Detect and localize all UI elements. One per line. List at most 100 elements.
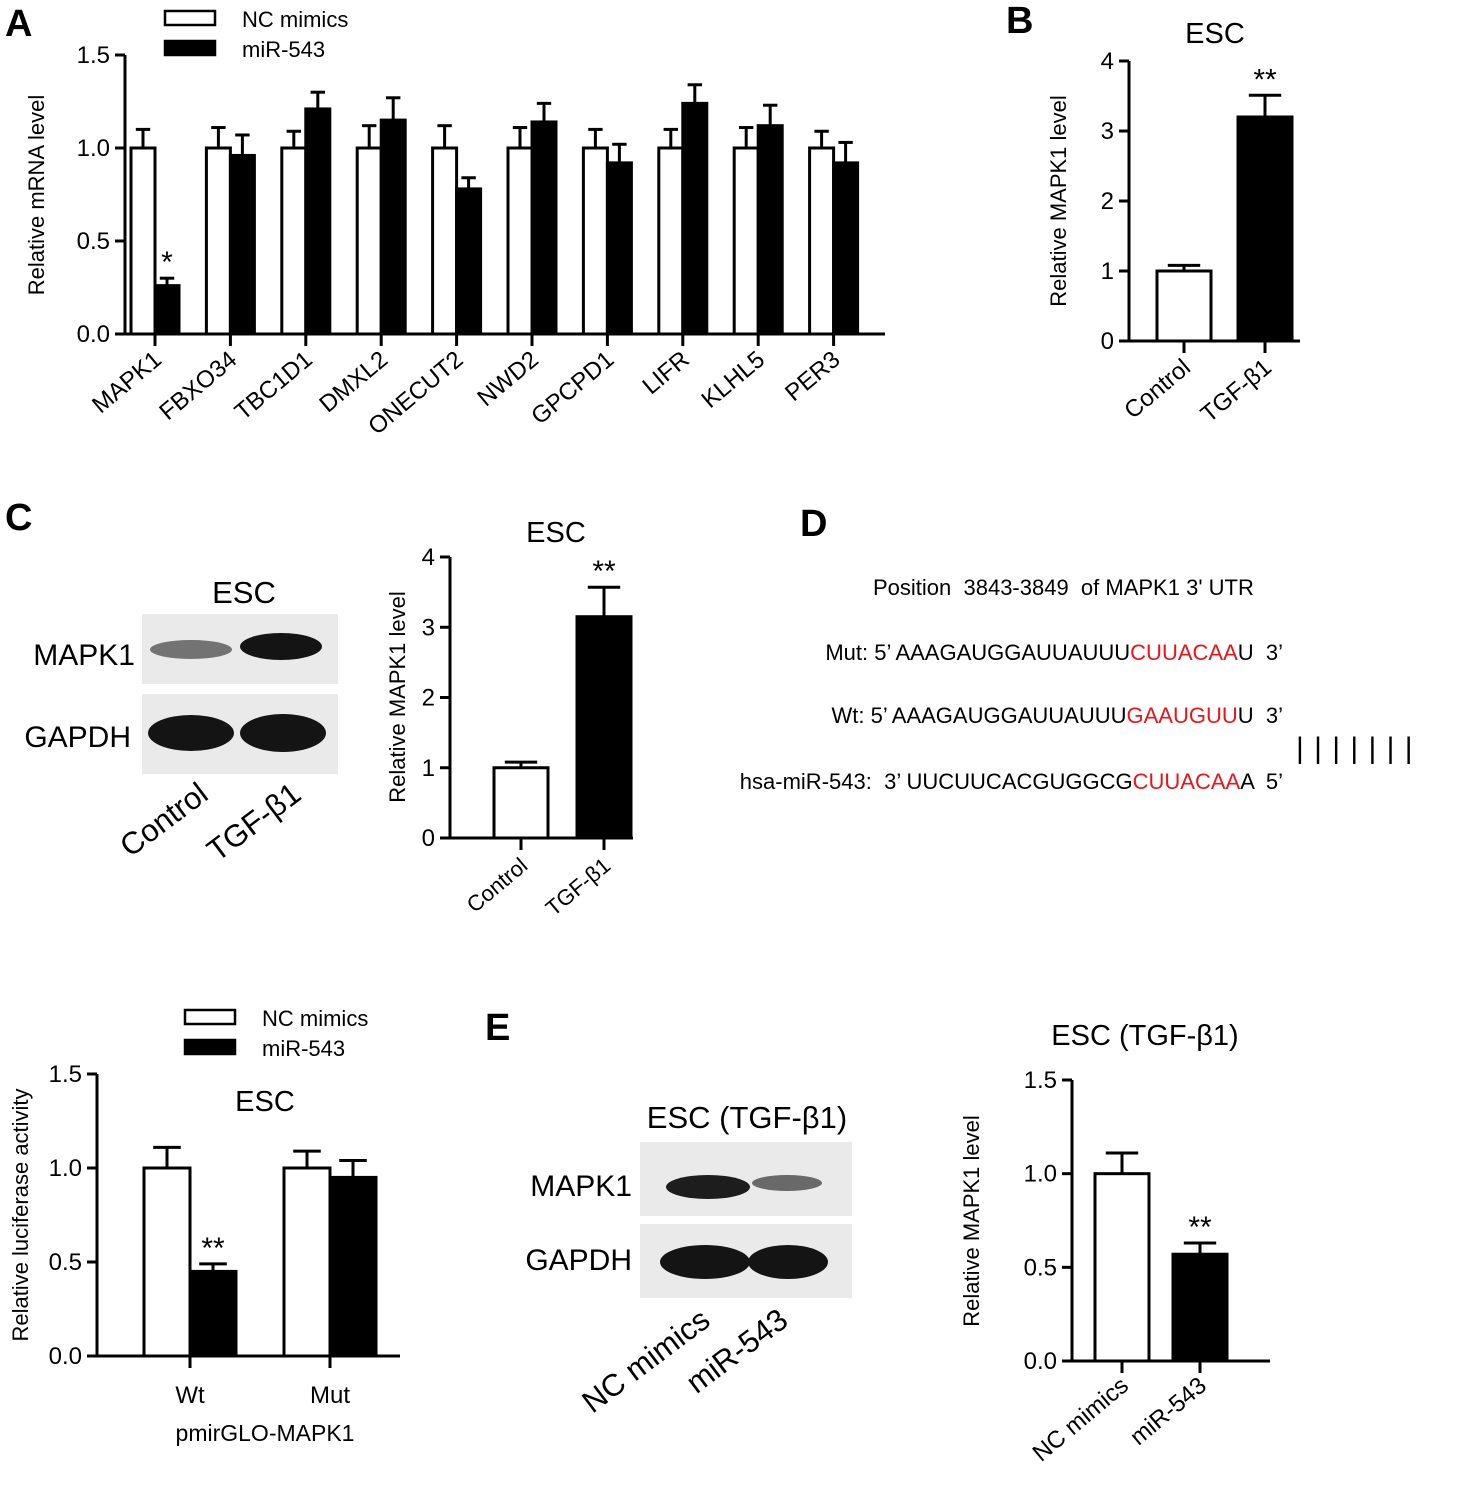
y-axis-title-c: Relative MAPK1 level — [385, 591, 410, 803]
significance-e-0: ** — [1188, 1211, 1212, 1244]
sequence-mir-row: hsa-miR-543: 3’ UUCUUCACGUGGCGCUUACAAA 5… — [740, 769, 1283, 795]
panel-letter-c: C — [5, 497, 32, 539]
blot-e-title: ESC (TGF-β1) — [647, 1100, 847, 1135]
bar-a-6 — [355, 146, 383, 336]
bar-a-5 — [304, 107, 332, 336]
bar-a-0 — [129, 146, 157, 336]
ytick-label-d-1: 0.5 — [49, 1249, 82, 1276]
y-axis-title-b: Relative MAPK1 level — [1046, 95, 1071, 307]
panel-letter-d: D — [800, 503, 827, 545]
blot-c-band-control-mapk1 — [150, 640, 232, 659]
xtick-label-a-7: LIFR — [637, 346, 694, 400]
ytick-label-e-1: 0.5 — [1024, 1254, 1057, 1281]
bar-a-1 — [153, 284, 181, 336]
bar-a-13 — [605, 161, 633, 336]
chart-title-b: ESC — [1185, 18, 1245, 50]
xtick-label-b-0: Control — [1119, 354, 1196, 424]
blot-e-row-gapdh: GAPDH — [525, 1244, 632, 1277]
ytick-label-b-3: 3 — [1101, 118, 1114, 145]
xtick-label-a-0: MAPK1 — [87, 346, 167, 419]
chart-title-e: ESC (TGF-β1) — [1051, 1020, 1238, 1052]
xtick-label-a-6: GPCPD1 — [526, 346, 619, 430]
bar-a-15 — [681, 101, 709, 336]
sequence-pairing-lines: | | | | | | | — [1296, 732, 1414, 765]
xtick-label-e-1: miR-543 — [1125, 1372, 1212, 1451]
ytick-label-c-4: 4 — [422, 544, 435, 571]
ytick-label-a-1: 0.5 — [77, 228, 110, 255]
blot-e-band-nc-mapk1 — [666, 1175, 750, 1199]
ytick-label-a-0: 0.0 — [77, 321, 110, 348]
ytick-label-b-1: 1 — [1101, 258, 1114, 285]
significance-d-0: ** — [201, 1232, 225, 1265]
xtick-label-a-1: FBXO34 — [154, 346, 242, 426]
charts-layer: 0.00.51.01.5MAPK1FBXO34TBC1D1DMXL2ONECUT… — [8, 7, 1300, 1467]
chart-title-d: ESC — [235, 1086, 295, 1118]
panel-letter-b: B — [1006, 0, 1033, 42]
bar-a-16 — [732, 146, 760, 336]
bar-b-0 — [1155, 269, 1213, 343]
ytick-label-b-2: 2 — [1101, 188, 1114, 215]
bar-a-14 — [657, 146, 685, 336]
blot-e-band-mir-gapdh — [748, 1245, 828, 1279]
legend-swatch-a-1 — [163, 39, 217, 57]
mir-suffix: A 5’ — [1240, 769, 1283, 794]
bar-a-8 — [431, 146, 459, 336]
wt-label: Wt: — [831, 703, 865, 728]
blot-e-band-mir-mapk1 — [752, 1175, 822, 1191]
xtick-label-a-2: TBC1D1 — [230, 346, 318, 426]
ytick-label-c-2: 2 — [422, 685, 435, 712]
significance-a-0: * — [161, 246, 173, 279]
blot-c-row-gapdh: GAPDH — [24, 721, 131, 754]
blot-c-row-mapk1: MAPK1 — [33, 639, 135, 672]
bar-a-11 — [530, 120, 558, 336]
legend-swatch-d-1 — [183, 1038, 237, 1056]
xtick-label-a-9: PER3 — [780, 346, 845, 407]
bar-e-0 — [1093, 1172, 1151, 1363]
legend-swatch-d-0 — [183, 1008, 237, 1026]
bar-a-12 — [581, 146, 609, 336]
ytick-label-b-0: 0 — [1101, 328, 1114, 355]
blot-c-band-tgf-gapdh — [240, 714, 326, 752]
xtick-label-e-0: NC mimics — [1028, 1372, 1134, 1467]
bar-e-1 — [1171, 1252, 1229, 1363]
xtick-label-d-0: Wt — [175, 1382, 205, 1409]
ytick-label-d-2: 1.0 — [49, 1155, 82, 1182]
sequence-mut-row: Mut: 5’ AAAGAUGGAUUAUUUCUUACAAU 3’ — [825, 640, 1283, 666]
bar-d-3 — [328, 1175, 378, 1358]
ytick-label-a-3: 1.5 — [77, 42, 110, 69]
blot-c-band-control-gapdh — [148, 715, 234, 751]
legend-label-d-0: NC mimics — [262, 1006, 368, 1031]
bar-a-7 — [379, 118, 407, 336]
bar-b-1 — [1236, 115, 1294, 343]
legend-label-a-0: NC mimics — [242, 7, 348, 32]
significance-b-0: ** — [1253, 63, 1277, 96]
mir-label: hsa-miR-543: — [739, 769, 872, 794]
bar-a-9 — [455, 187, 483, 336]
sequence-wt-row: Wt: 5’ AAAGAUGGAUUAUUUGAAUGUUU 3’ — [831, 703, 1283, 729]
bar-a-17 — [756, 124, 784, 336]
chart-title-c: ESC — [526, 517, 586, 549]
ytick-label-e-3: 1.5 — [1024, 1067, 1057, 1094]
ytick-label-b-4: 4 — [1101, 48, 1114, 75]
ytick-label-d-3: 1.5 — [49, 1061, 82, 1088]
mut-suffix: U 3’ — [1237, 640, 1283, 665]
panel-letter-e: E — [485, 1007, 510, 1049]
bar-a-18 — [808, 146, 836, 336]
legend-swatch-a-0 — [163, 9, 217, 27]
xtick-label-b-1: TGF-β1 — [1196, 354, 1277, 428]
x-axis-title-d: pmirGLO-MAPK1 — [176, 1420, 355, 1446]
xtick-label-d-1: Mut — [310, 1382, 350, 1409]
mut-seed: CUUACAA — [1130, 640, 1238, 665]
bar-d-1 — [188, 1269, 238, 1358]
legend-label-d-1: miR-543 — [262, 1036, 345, 1061]
mir-seed: CUUACAA — [1132, 769, 1241, 794]
wt-seed: GAAUGUU — [1126, 703, 1238, 728]
bar-a-2 — [204, 146, 232, 336]
ytick-label-d-0: 0.0 — [49, 1343, 82, 1370]
xtick-label-c-1: TGF-β1 — [541, 853, 615, 921]
ytick-label-a-2: 1.0 — [77, 135, 110, 162]
y-axis-title-d: Relative luciferase activity — [8, 1088, 33, 1341]
blot-c-band-tgf-mapk1 — [240, 633, 322, 660]
ytick-label-c-0: 0 — [422, 825, 435, 852]
